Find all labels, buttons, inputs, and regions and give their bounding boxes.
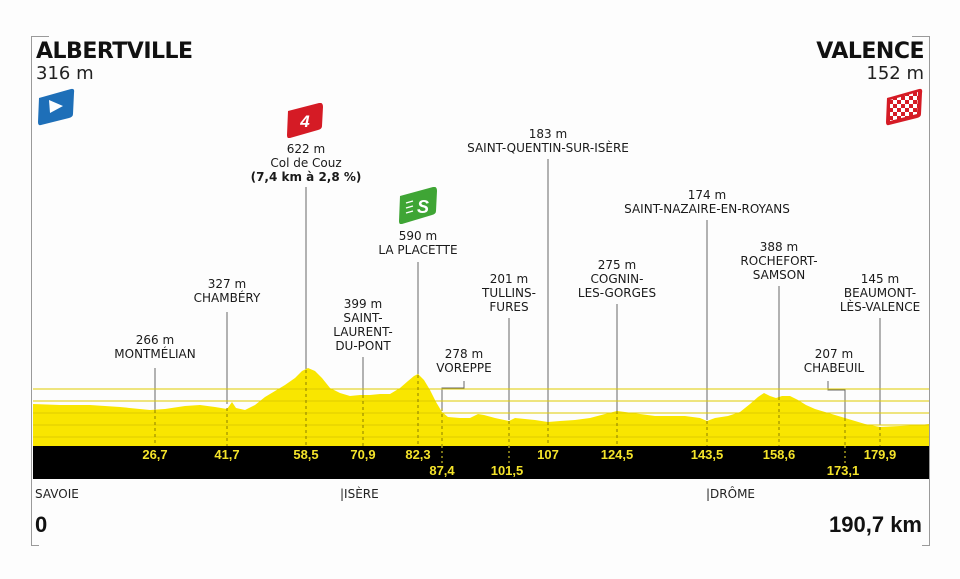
waypoint-altitude: 266 m bbox=[135, 333, 175, 347]
waypoint-chambery: 327 m CHAMBÉRY bbox=[194, 277, 261, 305]
climb-altitude: 622 m bbox=[286, 142, 326, 156]
climb-detail: (7,4 km à 2,8 %) bbox=[250, 170, 362, 184]
waypoint-altitude: 278 m bbox=[444, 347, 484, 361]
waypoint-altitude: 201 m bbox=[489, 272, 529, 286]
km-marker: 41,7 bbox=[214, 447, 240, 462]
km-marker: 158,6 bbox=[762, 447, 796, 462]
finish-city: VALENCE 152 m bbox=[816, 40, 924, 84]
frame-corner-left bbox=[31, 36, 49, 546]
sprint-label: 590 m LA PLACETTE bbox=[378, 229, 457, 257]
waypoint-name: SAINT- bbox=[343, 311, 383, 325]
km-marker: 143,5 bbox=[690, 447, 724, 462]
profile-area bbox=[33, 368, 929, 446]
waypoint-altitude: 275 m bbox=[597, 258, 637, 272]
region-drome: |DRÔME bbox=[706, 487, 756, 501]
waypoint-name: TULLINS- bbox=[482, 286, 536, 300]
waypoint-tullins-fures: 201 m TULLINS- FURES bbox=[482, 272, 536, 314]
climb-label: 622 m Col de Couz (7,4 km à 2,8 %) bbox=[251, 142, 362, 184]
km-bar bbox=[33, 446, 929, 479]
waypoint-saint-quentin-sur-isere: 183 m SAINT-QUENTIN-SUR-ISÈRE bbox=[467, 127, 629, 155]
waypoint-name: SAINT-QUENTIN-SUR-ISÈRE bbox=[467, 141, 629, 155]
waypoint-altitude: 399 m bbox=[343, 297, 383, 311]
waypoint-name: COGNIN- bbox=[590, 272, 644, 286]
km-marker: 70,9 bbox=[350, 447, 376, 462]
waypoint-name: LÈS-VALENCE bbox=[839, 300, 921, 314]
waypoint-name: DU-PONT bbox=[335, 339, 391, 353]
profile-bands bbox=[33, 388, 929, 438]
svg-text:S: S bbox=[417, 197, 429, 217]
waypoint-altitude: 207 m bbox=[814, 347, 854, 361]
waypoint-beaumont-les-valence: 145 m BEAUMONT- LÈS-VALENCE bbox=[840, 272, 920, 314]
waypoint-name: CHAMBÉRY bbox=[193, 291, 261, 305]
waypoint-name: SAMSON bbox=[752, 268, 806, 282]
distance-start: 0 bbox=[35, 512, 48, 537]
km-marker: 26,7 bbox=[142, 447, 168, 462]
finish-city-name: VALENCE bbox=[816, 39, 924, 64]
region-isere: |ISÈRE bbox=[340, 487, 379, 501]
start-city-altitude: 316 m bbox=[36, 63, 94, 84]
waypoint-altitude: 183 m bbox=[528, 127, 568, 141]
waypoint-chabeuil: 207 m CHABEUIL bbox=[804, 347, 864, 375]
waypoint-name: LAURENT- bbox=[333, 325, 393, 339]
waypoint-name: LES-GORGES bbox=[577, 286, 657, 300]
waypoint-voreppe: 278 m VOREPPE bbox=[436, 347, 491, 375]
finish-city-altitude: 152 m bbox=[866, 63, 924, 84]
waypoint-name: MONTMÉLIAN bbox=[114, 347, 196, 361]
region-savoie: SAVOIE bbox=[35, 487, 79, 501]
waypoint-name: BEAUMONT- bbox=[843, 286, 917, 300]
waypoint-rochefort-samson: 388 m ROCHEFORT- SAMSON bbox=[740, 240, 817, 282]
waypoint-saint-nazaire-en-royans: 174 m SAINT-NAZAIRE-EN-ROYANS bbox=[624, 188, 790, 216]
km-marker: 173,1 bbox=[826, 463, 860, 478]
km-marker: 107 bbox=[537, 447, 559, 462]
svg-text:4: 4 bbox=[299, 112, 310, 131]
waypoint-saint-laurent-du-pont: 399 m SAINT- LAURENT- DU-PONT bbox=[333, 297, 392, 353]
waypoint-cognin-les-gorges: 275 m COGNIN- LES-GORGES bbox=[578, 258, 656, 300]
start-flag-icon bbox=[38, 88, 75, 126]
waypoint-name: SAINT-NAZAIRE-EN-ROYANS bbox=[624, 202, 790, 216]
waypoint-altitude: 388 m bbox=[759, 240, 799, 254]
km-marker: 101,5 bbox=[490, 463, 524, 478]
km-marker: 179,9 bbox=[863, 447, 897, 462]
waypoint-altitude: 174 m bbox=[687, 188, 727, 202]
waypoint-name: FURES bbox=[489, 300, 529, 314]
frame-corner-right bbox=[912, 36, 930, 546]
start-city: ALBERTVILLE 316 m bbox=[36, 40, 193, 84]
km-marker: 82,3 bbox=[405, 447, 431, 462]
finish-checkered-flag-icon bbox=[886, 88, 923, 126]
sprint-badge-icon: S bbox=[399, 187, 437, 224]
leader-lines bbox=[154, 159, 881, 425]
climb-category-badge-icon: 4 bbox=[287, 103, 323, 138]
km-marker: 58,5 bbox=[293, 447, 319, 462]
distance-end: 190,7 km bbox=[829, 512, 922, 537]
sprint-altitude: 590 m bbox=[398, 229, 438, 243]
waypoint-altitude: 327 m bbox=[207, 277, 247, 291]
km-marker: 124,5 bbox=[600, 447, 634, 462]
waypoint-montmelian: 266 m MONTMÉLIAN bbox=[114, 333, 195, 361]
waypoint-altitude: 145 m bbox=[860, 272, 900, 286]
km-marker: 87,4 bbox=[429, 463, 455, 478]
sprint-name: LA PLACETTE bbox=[378, 243, 458, 257]
waypoint-name: VOREPPE bbox=[436, 361, 492, 375]
climb-name: Col de Couz bbox=[270, 156, 342, 170]
start-city-name: ALBERTVILLE bbox=[36, 39, 193, 64]
waypoint-name: CHABEUIL bbox=[803, 361, 865, 375]
waypoint-name: ROCHEFORT- bbox=[740, 254, 818, 268]
